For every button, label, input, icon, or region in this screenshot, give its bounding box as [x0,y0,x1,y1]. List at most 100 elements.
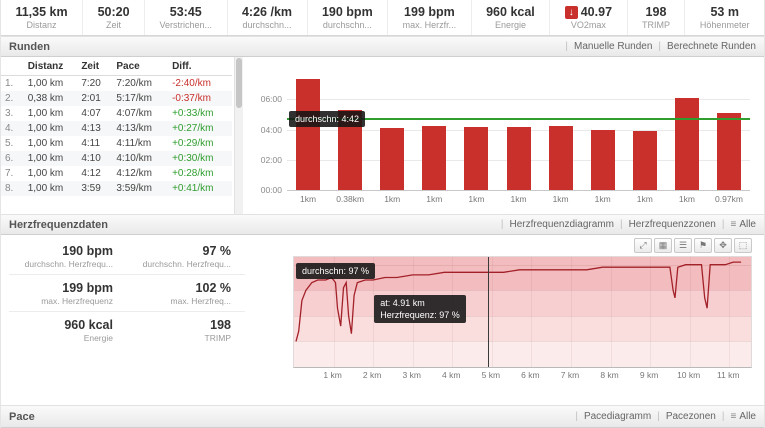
stat-label: Höhenmeter [699,20,750,30]
stat-label: durchschn... [242,20,292,30]
pace-bar[interactable] [296,79,321,190]
header-link[interactable]: Berechnete Runden [667,41,756,52]
stat-label: durchschn... [322,20,372,30]
bar-slot [497,69,539,190]
hr-stat-value: 190 bpm [62,244,113,258]
header-link[interactable]: Herzfrequenzzonen [628,219,716,230]
lap-column-header: Distanz [23,57,78,76]
lap-pace: 4:07/km [116,108,152,119]
bar-slot [371,69,413,190]
hr-stat-label: max. Herzfreq... [170,296,231,306]
cursor-tooltip: at: 4.91 km Herzfrequenz: 97 % [374,295,466,324]
pace-bar[interactable] [464,126,489,190]
gridline [294,315,751,317]
hr-chart-plot[interactable]: 100 %90 %80 %70 %60 %durchschn: 97 %at: … [293,256,752,368]
lap-number: 5. [5,138,14,149]
hr-stat-value: 97 % [202,244,232,258]
x-axis-label: 1km [636,194,653,204]
pace-section-header: Pace | Pacediagramm | Pacezonen | ≡ Alle [1,405,764,428]
stat-label: Verstrichen... [159,20,213,30]
header-link[interactable]: Pacezonen [665,411,716,422]
y-axis-label: 00:00 [260,185,282,195]
x-axis-label: 1 km [323,370,342,380]
hr-header-links: | Herzfrequenzdiagramm | Herzfrequenzzonen |… [495,219,756,230]
list-icon[interactable]: ☰ [674,238,692,253]
lap-pace: 4:10/km [116,153,152,164]
average-pace-tooltip: durchschn: 4:42 [289,110,366,128]
lap-pace-bar-chart[interactable]: 00:00 02:00 04:00 06:00 durchschn: 4:42 1km 0… [243,57,764,214]
stat-cell: 53:45 Verstrichen... [145,0,228,35]
lap-number: 3. [5,108,14,119]
alle-link[interactable]: ≡ Alle [730,411,756,422]
separator: | [658,41,662,52]
hr-stat-label: Energie [83,333,113,343]
header-link[interactable]: Pacediagramm [583,411,652,422]
bar-chart-plot[interactable]: 00:00 02:00 04:00 06:00 durchschn: 4:42 [261,69,750,195]
grid-icon[interactable]: ▦ [654,238,672,253]
lap-row[interactable]: 5. 1,00 km 4:11 4:11/km +0:29/km [1,136,232,151]
alle-link[interactable]: ≡ Alle [730,219,756,230]
crop-icon[interactable]: ⬚ [734,238,752,253]
pace-bar[interactable] [422,126,447,190]
x-axis-label: 1km [300,194,317,204]
lap-diff: -2:40/km [172,78,211,90]
hr-stats-panel: 190 bpm durchschn. Herzfrequ... 97 % durchs… [1,235,253,405]
tag-icon[interactable]: ⚑ [694,238,712,253]
lap-pace: 7:20/km [116,78,152,90]
lap-row[interactable]: 8. 1,00 km 3:59 3:59/km +0:41/km [1,180,232,196]
pace-bar[interactable] [632,130,657,190]
lap-row[interactable]: 1. 1,00 km 7:20 7:20/km -2:40/km [1,76,232,91]
lap-diff: +0:28/km [172,168,214,179]
lap-number: 1. [5,78,14,90]
runden-section: Distanz Zeit Pace Diff. 1. 1,00 km 7:20 7:20/k… [1,57,764,214]
lap-row[interactable]: 3. 1,00 km 4:07 4:07/km +0:33/km [1,106,232,121]
hr-stat-label: max. Herzfrequenz [41,296,113,306]
average-hr-tooltip: durchschn: 97 % [296,263,376,280]
pace-bar[interactable] [548,126,573,190]
gridline [294,341,751,343]
lap-number: 4. [5,123,14,134]
header-link[interactable]: Herzfrequenzdiagramm [509,219,614,230]
lap-number: 6. [5,153,14,164]
pace-bar[interactable] [506,126,531,190]
lap-row[interactable]: 7. 1,00 km 4:12 4:12/km +0:28/km [1,166,232,181]
hr-stat-label: durchschn. Herzfrequ... [24,259,113,269]
pace-bar[interactable] [590,129,615,190]
scrollbar-thumb[interactable] [236,58,242,108]
move-icon[interactable]: ✥ [714,238,732,253]
lap-diff: +0:27/km [172,123,214,134]
menu-icon: ≡ [730,219,737,230]
pace-bar[interactable] [716,113,741,190]
lap-table-scrollbar[interactable] [234,57,243,214]
lap-column-header: Zeit [77,57,113,76]
x-axis-label: 6 km [521,370,540,380]
lap-pace: 5:17/km [116,93,152,104]
lap-row[interactable]: 2. 0,38 km 2:01 5:17/km -0:37/km [1,90,232,106]
hr-stat-row: 190 bpm durchschn. Herzfrequ... 97 % durchs… [9,238,245,275]
hr-zone-band [294,341,751,367]
stat-cell: 50:20 Zeit [83,0,146,35]
lap-row[interactable]: 6. 1,00 km 4:10 4:10/km +0:30/km [1,150,232,166]
gridline [491,257,493,367]
chart-toolbar: ⤢ ▦ ☰ ⚑ ✥ ⬚ [255,238,752,254]
lap-time: 3:59 [81,183,101,194]
hr-stat-row: 960 kcal Energie 198 TRIMP [9,312,245,348]
stat-value: 198 [645,5,667,19]
x-axis-label: 2 km [362,370,382,380]
menu-icon: ≡ [730,411,737,422]
x-axis-label: 11 km [716,370,740,380]
separator: | [721,219,725,230]
x-axis-label: 1km [678,194,695,204]
y-axis-label: 02:00 [260,154,282,165]
header-link[interactable]: Manuelle Runden [574,41,653,52]
gridline [689,257,691,367]
stat-label: Zeit [106,20,122,30]
pace-bar[interactable] [674,98,699,190]
lap-distance: 1,00 km [27,108,64,119]
bar-slot [666,69,708,190]
lap-row[interactable]: 4. 1,00 km 4:13 4:13/km +0:27/km [1,120,232,136]
stat-value: 960 kcal [486,5,535,19]
pace-bar[interactable] [380,127,405,190]
gridline [333,257,335,367]
expand-icon[interactable]: ⤢ [634,238,652,253]
